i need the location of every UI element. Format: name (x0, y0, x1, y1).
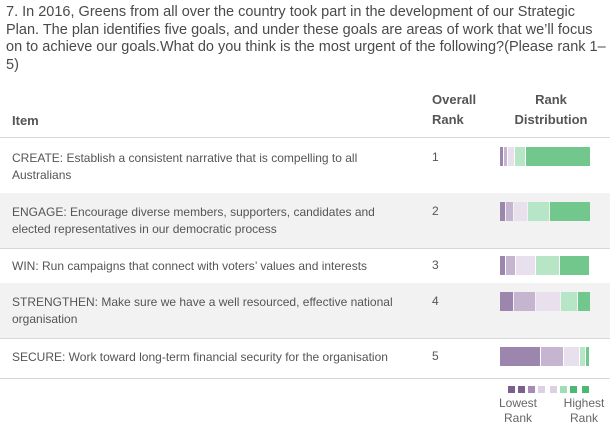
rank-distribution-segment (550, 202, 590, 221)
row-item-text: STRENGTHEN: Make sure we have a well res… (12, 295, 393, 326)
legend-swatch (582, 386, 589, 393)
legend-swatch (570, 386, 577, 393)
column-header-item: Item (12, 113, 39, 128)
legend-highest-label: Highest Rank (563, 396, 605, 425)
rank-distribution-segment (500, 347, 540, 366)
rank-distribution-segment (508, 147, 514, 166)
row-divider (0, 248, 610, 249)
row-divider (0, 338, 610, 339)
legend-swatch (538, 386, 545, 393)
rank-distribution-segment (586, 347, 589, 366)
rank-distribution-segment (516, 256, 535, 275)
legend-lowest-label: Lowest Rank (498, 396, 538, 425)
rank-distribution-segment (580, 347, 585, 366)
rank-distribution-segment (500, 202, 505, 221)
rank-distribution-segment (500, 256, 505, 275)
rank-distribution-bar (500, 256, 600, 275)
row-overall-rank: 3 (432, 258, 439, 272)
row-overall-rank: 5 (432, 349, 439, 363)
row-item-text: ENGAGE: Encourage diverse members, suppo… (12, 205, 375, 236)
rank-distribution-segment (541, 347, 563, 366)
rank-distribution-segment (515, 147, 525, 166)
rank-distribution-segment (514, 292, 535, 311)
rank-distribution-segment (514, 202, 527, 221)
row-overall-rank: 4 (432, 294, 439, 308)
table-row: WIN: Run campaigns that connect with vot… (0, 248, 610, 283)
rank-distribution-segment (506, 202, 513, 221)
row-item-text: WIN: Run campaigns that connect with vot… (12, 259, 368, 273)
legend-swatch (528, 386, 535, 393)
rank-legend: Lowest Rank Highest Rank (498, 380, 610, 430)
rank-distribution-segment (536, 292, 560, 311)
column-header-overall-rank: Overall Rank (432, 92, 477, 127)
legend-swatch (550, 386, 557, 393)
header-divider (0, 137, 610, 138)
rank-distribution-segment (500, 147, 503, 166)
rank-distribution-segment (504, 147, 507, 166)
rank-distribution-segment (560, 256, 589, 275)
legend-swatch (508, 386, 515, 393)
rank-distribution-bar (500, 202, 600, 221)
rank-distribution-segment (561, 292, 577, 311)
row-item-text: SECURE: Work toward long-term financial … (12, 350, 388, 364)
row-overall-rank: 1 (432, 150, 439, 164)
row-divider (0, 378, 610, 379)
rank-distribution-bar (500, 347, 600, 366)
rank-distribution-segment (578, 292, 590, 311)
rank-distribution-segment (564, 347, 579, 366)
rank-distribution-segment (506, 256, 515, 275)
row-overall-rank: 2 (432, 204, 439, 218)
table-row: CREATE: Establish a consistent narrative… (0, 138, 610, 193)
rank-distribution-segment (528, 202, 549, 221)
column-header-rank-distribution: Rank Distribution (514, 92, 588, 127)
table-row: STRENGTHEN: Make sure we have a well res… (0, 283, 610, 338)
row-item-text: CREATE: Establish a consistent narrative… (12, 151, 358, 182)
legend-swatch (518, 386, 525, 393)
table-row: SECURE: Work toward long-term financial … (0, 338, 610, 378)
rank-distribution-bar (500, 147, 600, 166)
table-row: ENGAGE: Encourage diverse members, suppo… (0, 193, 610, 248)
rank-distribution-segment (536, 256, 559, 275)
legend-swatch (560, 386, 567, 393)
rank-distribution-bar (500, 292, 600, 311)
rank-distribution-segment (526, 147, 590, 166)
rank-distribution-segment (500, 292, 513, 311)
question-text: 7. In 2016, Greens from all over the cou… (6, 4, 606, 73)
table-header: Item Overall Rank Rank Distribution (0, 88, 610, 132)
